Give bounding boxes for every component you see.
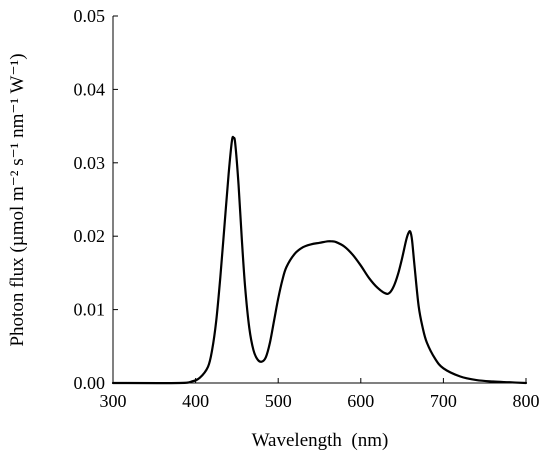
y-tick-label: 0.01 <box>74 300 106 320</box>
x-tick-label: 800 <box>513 391 540 411</box>
y-tick-label: 0.03 <box>74 153 106 173</box>
x-tick-label: 500 <box>265 391 292 411</box>
plot-area: 0.00 0.01 0.02 0.03 0.04 0.05 300 400 500 600 700 8… <box>74 6 540 411</box>
y-tick-label: 0.02 <box>74 226 106 246</box>
x-axis-title: Wavelength (nm) <box>252 430 389 451</box>
y-tick-label: 0.05 <box>74 6 106 26</box>
y-tick-label: 0.04 <box>74 79 106 99</box>
x-tick-label: 700 <box>430 391 457 411</box>
spectrum-line <box>111 135 528 385</box>
y-axis-title: Photon flux (µmol m⁻² s⁻¹ nm⁻¹ W⁻¹) <box>7 53 28 346</box>
x-tick-label: 600 <box>347 391 374 411</box>
x-tick-label: 300 <box>100 391 127 411</box>
x-tick-label: 400 <box>182 391 209 411</box>
y-tick-label: 0.00 <box>74 373 106 393</box>
